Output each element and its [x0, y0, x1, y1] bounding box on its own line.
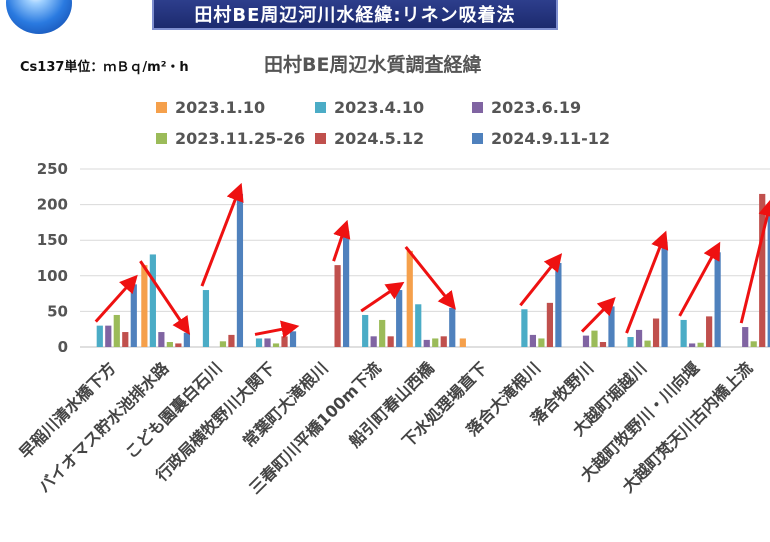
y-tick-label: 50	[47, 302, 68, 320]
bar-0-2	[105, 325, 112, 347]
legend-item-0: 2023.1.10	[156, 97, 265, 117]
x-tick-label-2: こども園裏白石川	[122, 358, 226, 462]
bar-7-0	[459, 338, 466, 347]
bar-0-4	[122, 332, 129, 347]
bar-0-3	[113, 314, 120, 347]
bar-10-5	[661, 241, 668, 347]
bar-3-3	[272, 343, 280, 347]
legend-label-3: 2023.11.25-26	[175, 128, 306, 148]
trend-arrow-11	[678, 241, 721, 317]
trend-arrow-10	[625, 230, 669, 334]
bar-6-0	[406, 250, 413, 347]
legend-item-4: 2024.5.12	[315, 128, 424, 148]
bar-1-1	[149, 254, 156, 347]
trend-arrow-3	[254, 320, 300, 339]
bar-2-3	[219, 341, 227, 347]
legend-item-1: 2023.4.10	[315, 97, 424, 117]
bar-1-3	[166, 342, 173, 347]
bar-12-2	[742, 327, 749, 347]
bar-5-5	[396, 290, 403, 347]
bar-1-0	[141, 265, 148, 347]
legend-item-2: 2023.6.19	[472, 97, 581, 117]
trend-arrow-9	[580, 297, 616, 333]
bar-8-2	[529, 334, 537, 347]
legend-label-5: 2024.9.11-12	[491, 128, 610, 148]
bar-5-4	[387, 336, 394, 347]
bar-5-2	[370, 336, 377, 347]
legend-label-4: 2024.5.12	[334, 128, 425, 148]
legend-swatch-1	[315, 101, 326, 113]
trend-arrow-4	[332, 219, 351, 262]
bar-9-5	[608, 306, 615, 347]
legend-label-0: 2023.1.10	[175, 97, 266, 117]
bar-11-4	[706, 316, 713, 347]
bar-10-4	[652, 318, 660, 347]
bar-6-3	[432, 338, 439, 347]
unit-label: Cs137単位：ｍＢｑ/m²・h	[20, 60, 189, 75]
bar-3-1	[255, 338, 263, 347]
bar-2-5	[236, 193, 244, 347]
bar-2-1	[202, 290, 210, 347]
bar-9-3	[591, 330, 598, 347]
bar-6-1	[415, 304, 422, 347]
bar-0-1	[96, 325, 103, 347]
bar-8-3	[538, 338, 545, 347]
legend-item-3: 2023.11.25-26	[156, 128, 305, 148]
bar-12-3	[750, 341, 757, 347]
trend-arrow-1	[139, 260, 191, 335]
bar-11-5	[714, 252, 721, 347]
y-tick-label: 250	[37, 160, 68, 178]
bar-11-1	[680, 319, 687, 347]
bar-2-4	[228, 334, 235, 347]
bar-6-5	[449, 307, 456, 347]
legend-swatch-3	[156, 132, 167, 144]
bar-8-4	[546, 302, 554, 347]
trend-arrow-5	[360, 281, 405, 313]
legend-swatch-5	[472, 132, 483, 144]
bar-3-2	[264, 338, 271, 347]
bar-5-3	[379, 319, 386, 347]
bar-9-4	[599, 342, 607, 347]
legend-label-1: 2023.4.10	[334, 97, 425, 117]
bar-10-2	[635, 329, 643, 347]
bar-8-5	[555, 262, 562, 347]
bar-10-3	[644, 340, 651, 347]
bar-3-5	[289, 331, 297, 347]
y-tick-label: 200	[37, 196, 68, 214]
legend-swatch-2	[472, 101, 483, 113]
bar-12-5	[767, 209, 770, 347]
legend-item-5: 2024.9.11-12	[472, 128, 610, 148]
trend-arrow-0	[94, 274, 138, 323]
y-tick-label: 150	[37, 231, 68, 249]
bar-5-1	[362, 314, 369, 347]
bar-1-5	[183, 332, 190, 347]
bar-11-3	[697, 342, 704, 347]
bar-10-1	[627, 337, 634, 347]
trend-arrow-2	[200, 182, 244, 287]
bar-6-4	[440, 336, 447, 347]
legend-label-2: 2023.6.19	[491, 97, 582, 117]
bar-11-2	[689, 343, 696, 347]
bar-1-4	[175, 343, 182, 347]
bar-1-2	[158, 332, 165, 347]
y-tick-label: 100	[37, 267, 68, 285]
bar-4-5	[342, 230, 350, 347]
x-tick-label-0: 早稲川清水橋下方	[15, 358, 119, 462]
bar-4-4	[334, 265, 341, 347]
trend-arrow-6	[404, 245, 456, 310]
bar-12-4	[759, 193, 766, 347]
y-tick-label: 0	[58, 338, 68, 356]
bar-3-4	[281, 336, 288, 347]
bar-6-2	[423, 339, 430, 347]
legend-swatch-4	[315, 132, 326, 144]
trend-arrow-12	[739, 198, 770, 324]
chart-title: 田村BE周辺水質調査経緯	[264, 54, 482, 76]
page-banner-title: 田村BE周辺河川水経緯:リネン吸着法	[152, 0, 558, 30]
trend-arrow-8	[519, 253, 563, 307]
legend-swatch-0	[156, 101, 167, 113]
bar-0-5	[130, 284, 137, 347]
bar-9-2	[582, 335, 590, 347]
bar-8-1	[521, 309, 528, 347]
